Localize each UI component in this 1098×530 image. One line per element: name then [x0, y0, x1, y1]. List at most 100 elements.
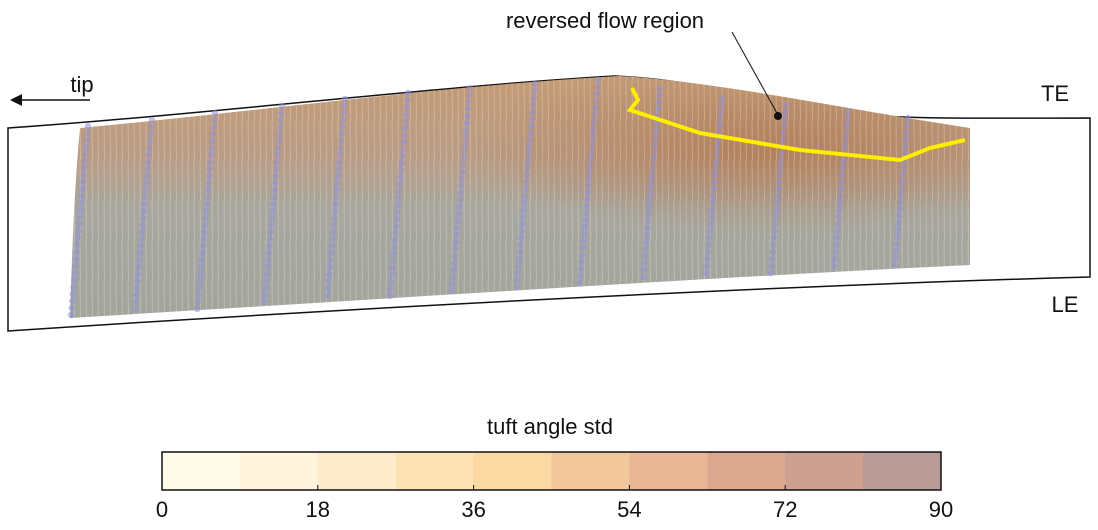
tuft-dot: [593, 90, 600, 98]
tuft-dot: [201, 228, 208, 236]
tuft-dot: [579, 251, 586, 259]
tuft-dot: [462, 133, 469, 141]
tuft-dot: [838, 178, 845, 186]
tuft-dot: [831, 255, 838, 263]
tuft-dot: [844, 108, 852, 116]
tuft-dot: [581, 223, 588, 231]
tuft-dot: [395, 187, 403, 195]
tuft-dot: [203, 200, 211, 208]
tip-arrowhead: [10, 94, 22, 106]
tuft-dot: [71, 269, 78, 277]
tuft-dot: [272, 172, 279, 180]
tuft-dot: [145, 158, 152, 166]
tuft-dot: [79, 185, 86, 193]
tuft-dot: [772, 220, 779, 228]
tuft-dot: [331, 207, 339, 215]
tuft-dot: [396, 180, 404, 188]
tuft-dot: [269, 200, 277, 208]
tuft-dot: [389, 264, 396, 272]
tuft-dot: [768, 255, 776, 263]
tuft-dot: [589, 132, 597, 140]
tuft-dot: [338, 130, 346, 138]
tuft-dot: [651, 147, 658, 155]
tuft-dot: [459, 168, 466, 176]
tuft-dot: [711, 171, 719, 179]
tuft-dot: [582, 209, 590, 217]
tuft-dot: [402, 117, 409, 125]
colorbar-segment: [551, 452, 630, 490]
tuft-dot: [529, 108, 536, 116]
tuft-dot: [135, 263, 142, 271]
tuft-dot: [642, 245, 649, 253]
tuft-dot: [274, 151, 281, 159]
colorbar-title: tuft angle std: [487, 414, 613, 439]
tuft-dot: [776, 171, 783, 179]
tuft-dot: [649, 168, 656, 176]
tuft-dot: [594, 83, 601, 91]
tuft-dot: [455, 210, 462, 218]
tuft-dot: [516, 248, 524, 256]
annotation: reversed flow region: [506, 8, 704, 33]
tuft-dot: [397, 166, 405, 174]
tuft-dot: [834, 227, 841, 235]
tuft-dot: [389, 257, 397, 265]
tuft-dot: [576, 279, 583, 287]
tuft-dot: [399, 145, 407, 153]
tuft-dot: [392, 229, 399, 237]
tuft-dot: [843, 122, 850, 130]
tuft-dot: [449, 273, 457, 281]
tuft-dot: [526, 136, 534, 144]
tuft-dot: [466, 91, 473, 99]
tuft-dot: [336, 151, 344, 159]
tuft-dot: [261, 291, 269, 299]
tuft-dot: [592, 97, 600, 105]
tuft-dot: [268, 214, 276, 222]
tuft-dot: [774, 192, 782, 200]
tuft-dot: [199, 249, 206, 257]
tuft-dot: [77, 199, 85, 207]
tuft-dot: [136, 256, 143, 264]
tuft-dot: [264, 256, 272, 264]
tuft-dot: [579, 244, 587, 252]
tuft-dot: [839, 171, 846, 179]
tuft-dot: [448, 287, 455, 295]
tuft-dot: [899, 177, 906, 185]
tuft-dot: [894, 226, 902, 234]
tuft-dot: [70, 276, 78, 284]
tuft-dot: [519, 220, 526, 228]
tuft-dot: [527, 129, 534, 137]
tuft-dot: [531, 80, 539, 88]
tuft-dot: [833, 234, 840, 242]
tuft-dot: [134, 277, 141, 285]
tuft-dot: [899, 170, 907, 178]
tuft-dot: [148, 123, 155, 131]
tuft-dot: [398, 159, 405, 167]
tuft-dot: [144, 165, 151, 173]
tuft-dot: [524, 164, 531, 172]
tuft-dot: [387, 285, 394, 293]
tuft-dot: [198, 256, 205, 264]
colorbar-segment: [863, 452, 942, 490]
tuft-dot: [339, 116, 347, 124]
tuft-dot: [584, 195, 591, 203]
tuft-dot: [74, 241, 81, 249]
tuft-dot: [264, 263, 271, 271]
tuft-dot: [72, 262, 79, 270]
tuft-dot: [148, 116, 156, 124]
tuft-dot: [837, 192, 844, 200]
tuft-dot: [277, 116, 284, 124]
tuft-dot: [208, 151, 215, 159]
tuft-dot: [644, 224, 651, 232]
tuft-dot: [140, 207, 148, 215]
tuft-dot: [901, 149, 909, 157]
tuft-dot: [714, 143, 721, 151]
tuft-dot: [514, 269, 522, 277]
colorbar-tick-label: 0: [156, 497, 168, 522]
colorbar-segment: [162, 452, 241, 490]
tuft-dot: [644, 217, 652, 225]
tuft-dot: [263, 277, 270, 285]
tuft-dot: [779, 136, 787, 144]
tuft-dot: [895, 212, 903, 220]
tuft-dot: [466, 84, 474, 92]
tuft-dot: [718, 101, 725, 109]
